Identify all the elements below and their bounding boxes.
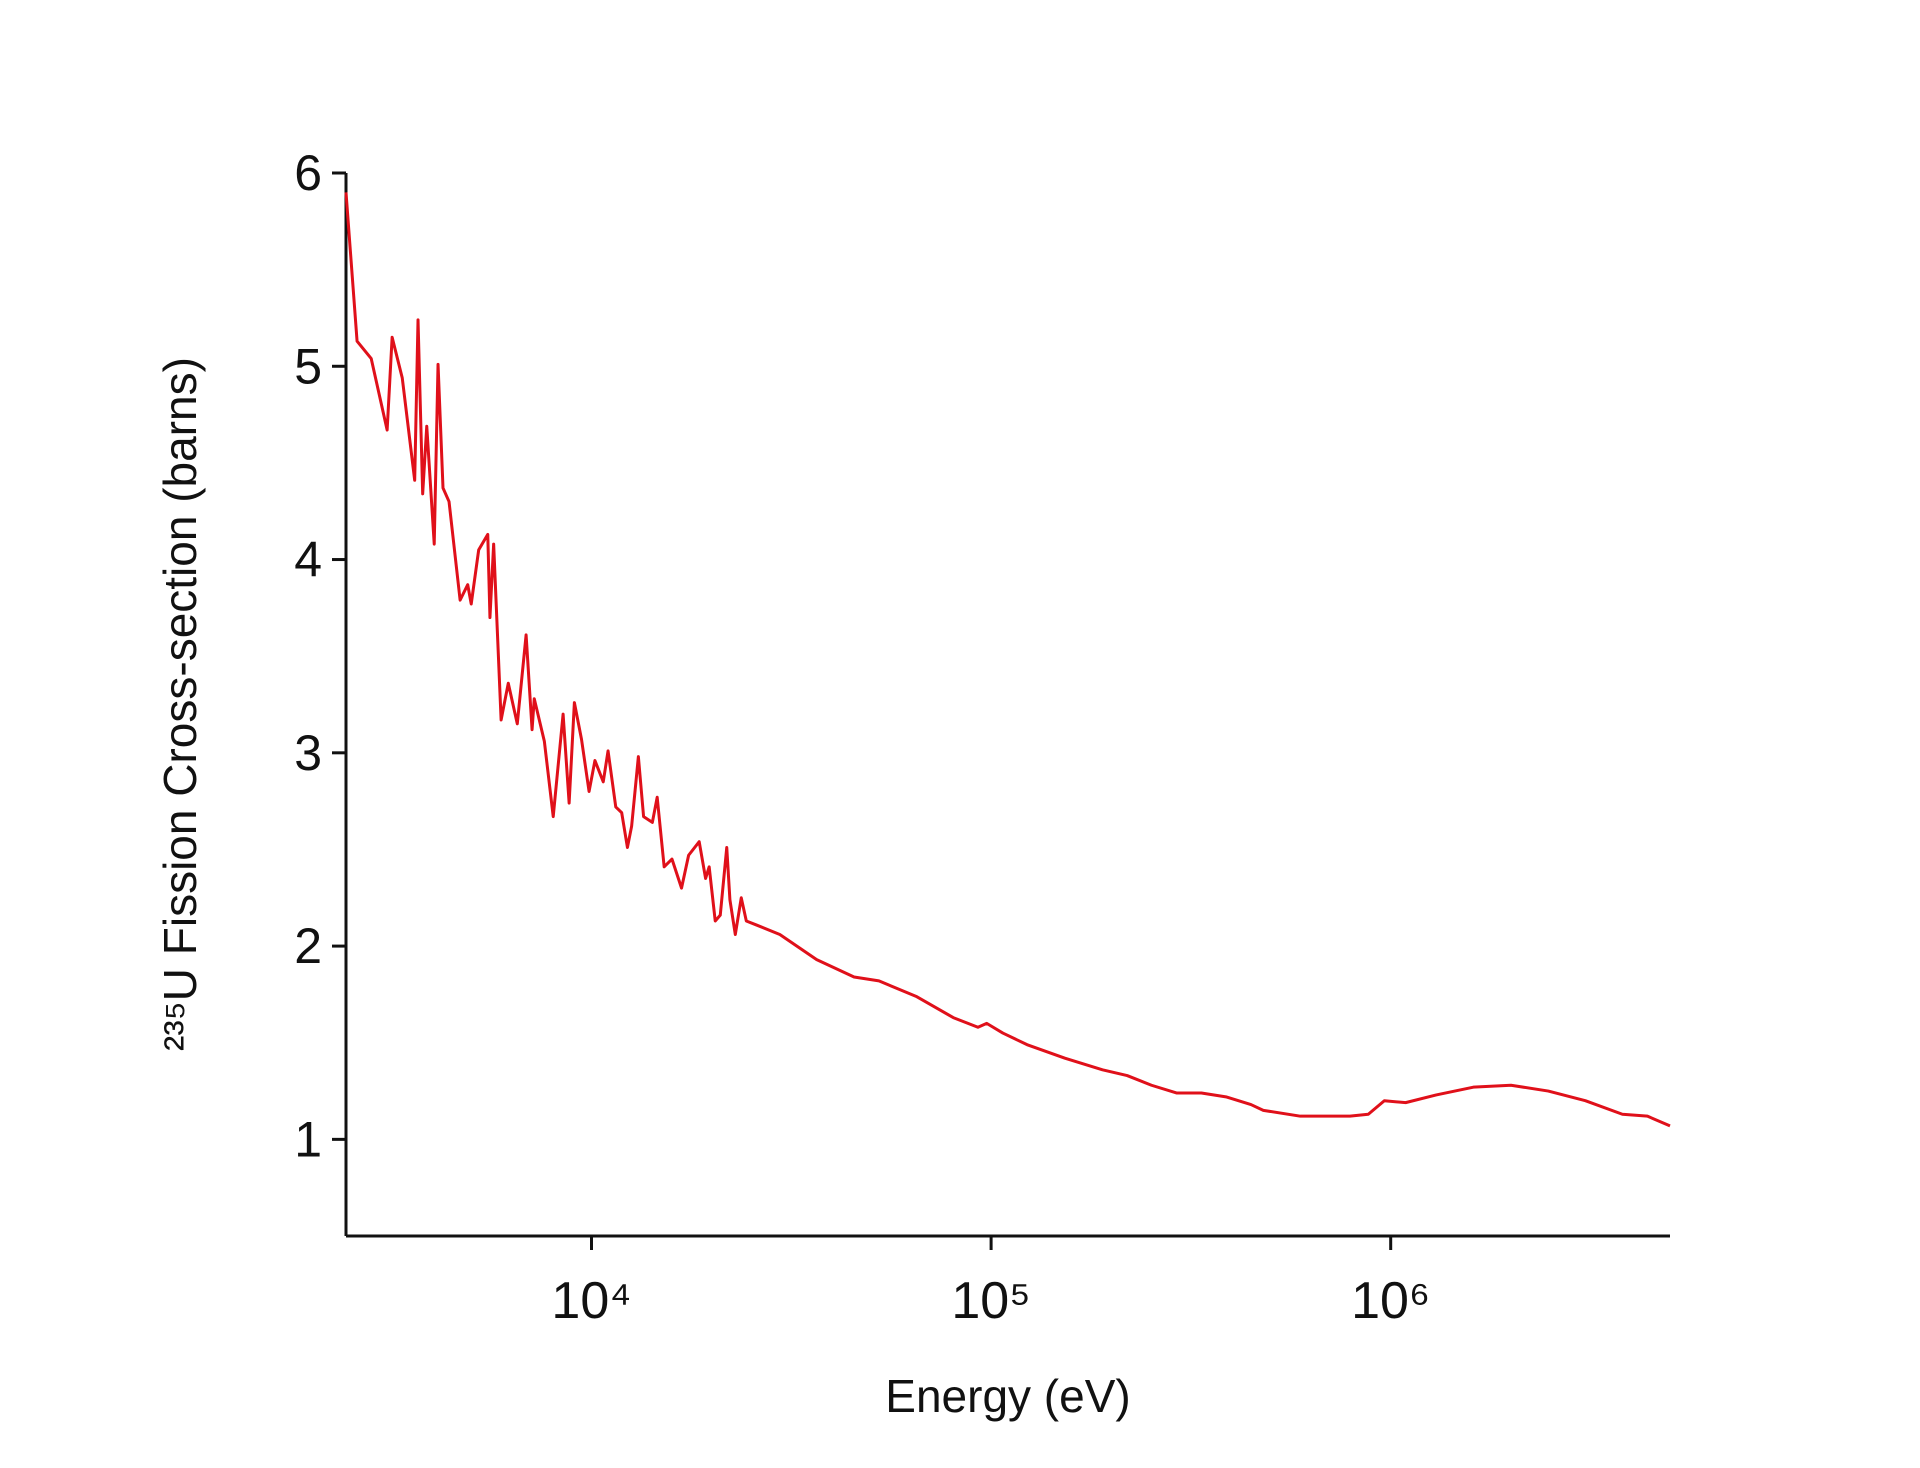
y-axis-label: ²³⁵U Fission Cross-section (barns) (154, 357, 206, 1051)
y-tick-label: 4 (294, 532, 322, 588)
y-tick-label: 2 (294, 918, 322, 974)
data-line (344, 192, 1671, 1128)
y-tick-label: 6 (294, 145, 322, 201)
x-tick-label: 10⁵ (951, 1272, 1030, 1330)
x-tick-label: 10⁴ (551, 1272, 631, 1330)
x-tick-label: 10⁶ (1351, 1272, 1430, 1330)
y-tick-label: 1 (294, 1111, 322, 1167)
x-axis-label: Energy (eV) (885, 1370, 1130, 1422)
y-tick-label: 5 (294, 338, 322, 394)
y-tick-label: 3 (294, 725, 322, 781)
